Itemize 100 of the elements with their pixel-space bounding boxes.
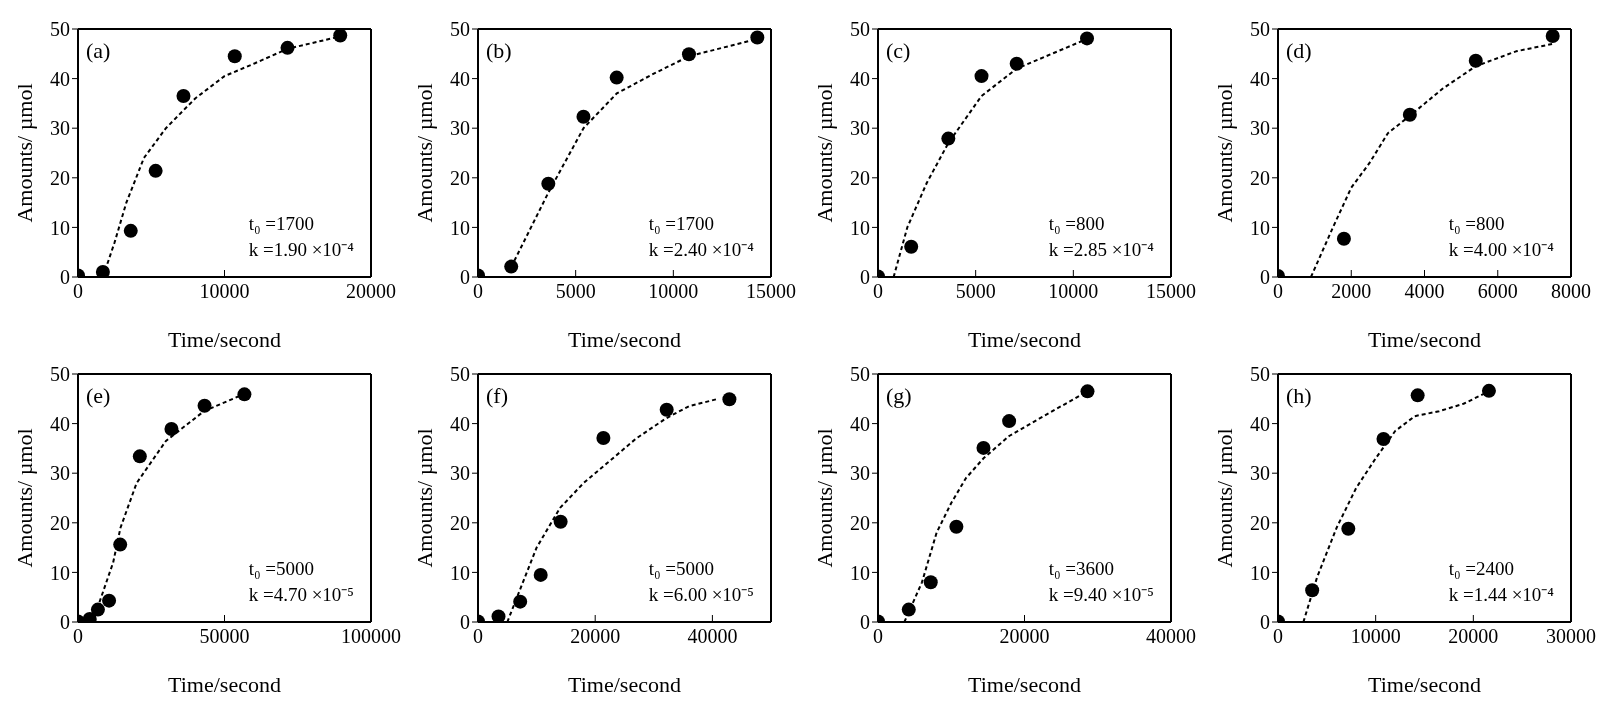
annotation: (b) (486, 38, 512, 64)
y-tick-label: 20 (850, 166, 870, 189)
annotation: t₀ =2400 (1448, 557, 1516, 581)
point (596, 430, 611, 445)
x-tick-label: 10000 (1048, 280, 1099, 303)
x-axis-title: Time/second (568, 327, 681, 352)
annotation: t₀ =1700 (648, 212, 716, 236)
x-tick-label: 50000 (199, 625, 250, 648)
point (974, 69, 989, 84)
y-tick-label: 40 (450, 412, 470, 435)
x-axis-title: Time/second (968, 327, 1081, 352)
y-tick-label: 50 (450, 18, 470, 41)
x-tick-label: 10000 (199, 280, 250, 303)
point (1468, 53, 1483, 68)
y-tick-label: 30 (1250, 462, 1270, 485)
y-axis-title: Amounts/ µmol (1211, 83, 1237, 223)
annotation: (d) (1286, 38, 1312, 64)
point (1376, 431, 1391, 446)
point (1402, 107, 1417, 122)
y-tick-label: 10 (50, 561, 70, 584)
point (659, 402, 674, 417)
y-tick-label: 20 (50, 511, 70, 534)
y-tick-label: 50 (450, 363, 470, 386)
point (609, 70, 624, 85)
y-tick-label: 40 (50, 67, 70, 90)
annotation: (e) (86, 383, 111, 409)
point (148, 163, 163, 178)
y-tick-label: 0 (60, 266, 70, 289)
y-tick-label: 30 (450, 462, 470, 485)
annotation: k =1.90 ×10⁻⁴ (248, 238, 354, 262)
y-tick-label: 30 (50, 462, 70, 485)
x-axis-title: Time/second (1368, 672, 1481, 697)
x-axis-title: Time/second (168, 672, 281, 697)
y-tick-label: 0 (1260, 266, 1270, 289)
point (164, 422, 179, 437)
y-tick-label: 20 (850, 511, 870, 534)
annotation: k =2.40 ×10⁻⁴ (648, 238, 754, 262)
point (1410, 388, 1425, 403)
point (1009, 56, 1024, 71)
x-axis-title: Time/second (1368, 327, 1481, 352)
y-axis-title: Amounts/ µmol (411, 83, 437, 223)
point (333, 29, 348, 43)
y-axis-title: Amounts/ µmol (411, 428, 437, 568)
annotation: t₀ =5000 (248, 557, 316, 581)
y-tick-label: 40 (1250, 412, 1270, 435)
x-tick-label: 15000 (1146, 280, 1196, 303)
y-tick-label: 30 (850, 117, 870, 140)
point (237, 387, 252, 402)
y-tick-label: 30 (450, 117, 470, 140)
point (95, 265, 110, 277)
point (123, 223, 138, 238)
y-tick-label: 10 (450, 561, 470, 584)
point (904, 239, 919, 254)
point (102, 593, 117, 608)
point (923, 575, 938, 590)
x-tick-label: 6000 (1477, 280, 1518, 303)
y-tick-label: 50 (850, 18, 870, 41)
point (1080, 31, 1095, 46)
y-axis-title: Amounts/ µmol (1211, 428, 1237, 568)
y-tick-label: 40 (850, 412, 870, 435)
y-tick-label: 0 (460, 266, 470, 289)
x-tick-label: 40000 (1146, 625, 1196, 648)
y-tick-label: 0 (1260, 611, 1270, 634)
annotation: t₀ =1700 (248, 212, 316, 236)
x-tick-label: 40000 (687, 625, 738, 648)
point (504, 259, 519, 274)
point (1336, 231, 1351, 246)
x-tick-label: 5000 (955, 280, 996, 303)
point (1080, 384, 1095, 399)
y-tick-label: 50 (850, 363, 870, 386)
annotation: k =4.00 ×10⁻⁴ (1448, 238, 1554, 262)
y-tick-label: 10 (850, 561, 870, 584)
point (681, 47, 696, 62)
x-tick-label: 20000 (999, 625, 1050, 648)
x-tick-label: 8000 (1551, 280, 1591, 303)
y-tick-label: 50 (50, 363, 70, 386)
annotation: (a) (86, 38, 111, 64)
y-tick-label: 10 (850, 216, 870, 239)
point (491, 609, 506, 622)
annotation: (c) (886, 38, 911, 64)
y-tick-label: 20 (50, 166, 70, 189)
annotation: t₀ =800 (1448, 212, 1506, 236)
annotation: k =9.40 ×10⁻⁵ (1048, 583, 1154, 607)
point (722, 392, 737, 407)
y-tick-label: 40 (850, 67, 870, 90)
annotation: t₀ =3600 (1048, 557, 1116, 581)
y-tick-label: 30 (850, 462, 870, 485)
point (1305, 583, 1320, 598)
y-tick-label: 0 (860, 611, 870, 634)
x-tick-label: 15000 (746, 280, 796, 303)
annotation: k =2.85 ×10⁻⁴ (1048, 238, 1154, 262)
point (90, 602, 105, 617)
point (750, 30, 765, 45)
point (1341, 521, 1356, 536)
y-tick-label: 10 (1250, 561, 1270, 584)
x-tick-label: 20000 (346, 280, 396, 303)
x-tick-label: 20000 (1448, 625, 1499, 648)
y-axis-title: Amounts/ µmol (811, 83, 837, 223)
y-tick-label: 10 (450, 216, 470, 239)
point (976, 440, 991, 455)
